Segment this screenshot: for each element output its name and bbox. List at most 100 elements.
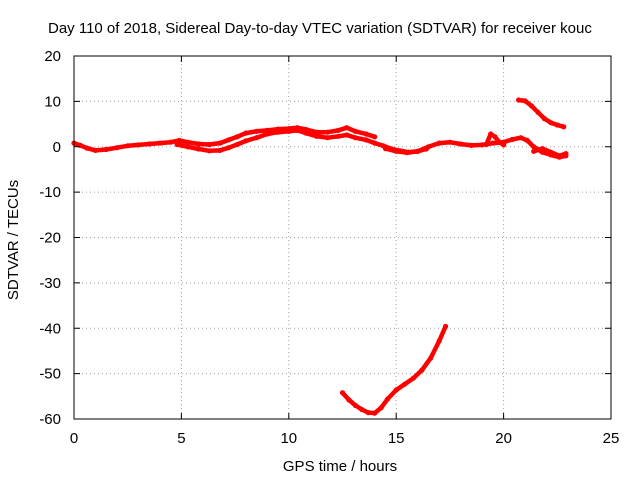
x-tick-label: 20 [495,430,512,447]
data-point [382,146,389,152]
data-point [314,129,320,135]
data-point [185,144,191,150]
data-point [479,142,485,148]
data-point [346,397,352,403]
x-tick-label: 0 [70,430,78,447]
data-point [488,131,494,137]
data-point [492,134,498,140]
data-point [378,405,384,411]
data-point [410,375,416,381]
y-tick-label: -50 [39,366,61,383]
data-point [359,406,365,413]
data-point [135,142,141,148]
data-point [324,129,331,135]
x-tick-label: 15 [388,430,405,447]
data-point [365,410,371,416]
data-point [548,149,554,155]
data-point [84,145,90,151]
data-point [352,402,358,408]
chart-title: Day 110 of 2018, Sidereal Day-to-day VTE… [48,20,592,37]
data-point [541,116,548,122]
data-point [436,338,442,344]
data-point [146,141,152,147]
data-point [524,137,530,143]
data-point [217,147,223,153]
data-point [447,139,453,145]
data-point [419,367,425,373]
data-point [275,129,281,135]
data-point [531,148,537,154]
data-point [294,127,300,133]
data-point [501,142,507,148]
data-point [415,148,421,154]
y-tick-label: 10 [44,93,61,110]
data-point [402,381,408,387]
data-point [535,109,541,115]
data-point [226,145,232,151]
data-point [217,140,223,146]
data-point [314,133,320,139]
data-point [425,144,431,150]
y-tick-label: 20 [44,48,61,65]
data-point [496,139,502,145]
data-point [234,141,240,148]
data-point [436,140,442,146]
data-point [114,145,120,151]
data-point [243,130,249,136]
data-point [443,323,449,329]
data-point [92,147,99,153]
data-point [335,133,341,139]
y-tick-label: -40 [39,320,61,337]
x-tick-label: 25 [603,430,620,447]
data-point [393,148,399,154]
y-tick-label: -10 [39,184,61,201]
data-point [539,146,545,152]
x-axis-label: GPS time / hours [283,458,397,475]
data-point [176,137,182,143]
data-point [385,396,391,402]
y-tick-label: -60 [39,411,61,428]
data-point [196,146,202,152]
x-tick-label: 10 [280,430,297,447]
data-point [303,130,309,136]
data-point [483,141,489,148]
data-point [185,139,191,145]
data-point [264,131,270,137]
y-tick-label: -30 [39,275,61,292]
data-point [490,140,496,146]
data-point [254,128,260,134]
data-point [344,125,350,131]
axis-ticks: 0 5 10 15 20 25 -60 -50 -40 -30 -20 -10 0 10 20 [39,48,619,447]
data-point [404,150,410,156]
y-tick-label: -20 [39,230,61,247]
data-point [518,135,524,141]
data-point [458,141,464,147]
data-point [563,151,569,157]
data-point [174,141,180,148]
data-point [243,138,249,144]
data-point [344,132,350,138]
data-point [372,410,378,416]
data-point [509,136,515,143]
data-point [339,390,346,396]
data-point [286,128,292,134]
x-tick-label: 5 [177,430,185,447]
y-tick-label: 0 [53,139,61,156]
data-point [352,135,358,141]
data-point [352,128,358,134]
data-point [103,146,109,153]
data-point [206,141,212,148]
data-point [125,143,131,149]
data-point [393,387,399,393]
data-point [372,134,378,140]
data-point [372,140,378,146]
data-point [528,103,535,109]
data-point [324,135,331,141]
data-point [561,124,567,130]
data-point [468,142,474,148]
data-point [522,98,528,104]
data-point [196,141,202,147]
data-point [548,120,554,126]
data-point [335,127,341,133]
